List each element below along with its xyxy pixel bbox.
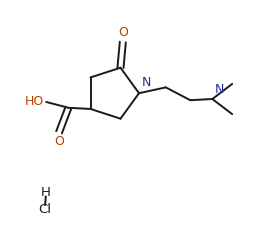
Text: Cl: Cl — [38, 203, 51, 216]
Text: O: O — [118, 26, 128, 39]
Text: N: N — [141, 76, 151, 89]
Text: O: O — [54, 135, 64, 148]
Text: HO: HO — [25, 95, 44, 107]
Text: H: H — [41, 186, 51, 199]
Text: N: N — [214, 82, 224, 96]
